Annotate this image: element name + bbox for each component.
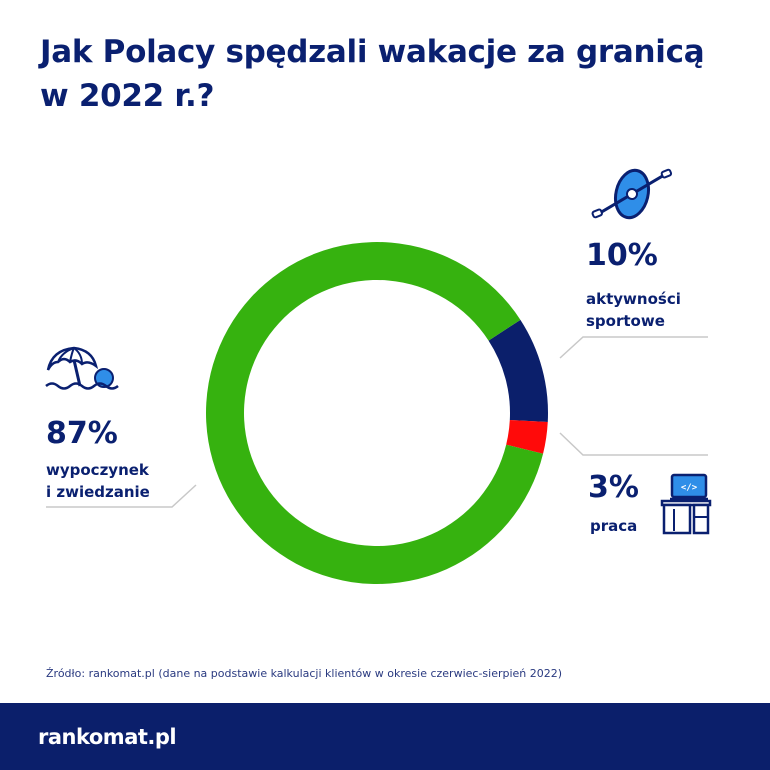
- beach-umbrella-icon: [45, 346, 119, 390]
- leader-line-sport: [559, 336, 708, 359]
- kayak-icon: [591, 168, 673, 220]
- title-line-2: w 2022 r.?: [40, 78, 215, 114]
- work-percent: 3%: [588, 470, 639, 505]
- title-line-1: Jak Polacy spędzali wakacje za granicą: [40, 34, 705, 70]
- sport-percent: 10%: [586, 238, 658, 273]
- leisure-label-line-1: wypoczynek: [46, 461, 149, 479]
- slice-work: [506, 419, 548, 454]
- leisure-percent: 87%: [46, 416, 118, 451]
- leisure-label: wypoczynek i zwiedzanie: [46, 459, 150, 503]
- work-label: praca: [590, 515, 637, 537]
- svg-text:</>: </>: [681, 483, 698, 493]
- slice-leisure: [206, 242, 544, 585]
- sport-label-line-1: aktywności: [586, 290, 681, 308]
- sport-label-line-2: sportowe: [586, 312, 665, 330]
- source-note: Źródło: rankomat.pl (dane na podstawie k…: [46, 667, 563, 680]
- donut-chart: [46, 242, 708, 585]
- leader-line-work: [559, 432, 708, 456]
- footer-bar: rankomat.pl: [0, 703, 770, 770]
- work-label-line-1: praca: [590, 517, 638, 535]
- leader-line-leisure: [46, 484, 197, 508]
- page-title: Jak Polacy spędzali wakacje za granicą w…: [40, 30, 740, 118]
- brand-logo: rankomat.pl: [38, 725, 177, 749]
- slice-sport: [488, 319, 548, 422]
- desk-computer-icon: </>: [660, 473, 712, 535]
- leisure-label-line-2: i zwiedzanie: [46, 483, 150, 501]
- sport-label: aktywności sportowe: [586, 288, 681, 332]
